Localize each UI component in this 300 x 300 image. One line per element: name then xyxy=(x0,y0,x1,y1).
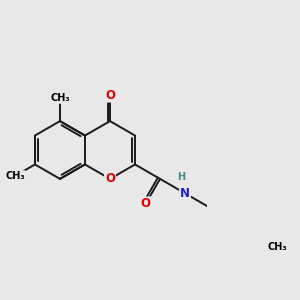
Text: CH₃: CH₃ xyxy=(50,93,70,103)
Text: H: H xyxy=(177,172,185,182)
Text: N: N xyxy=(180,187,190,200)
Text: CH₃: CH₃ xyxy=(268,242,287,252)
Text: O: O xyxy=(105,172,115,185)
Text: CH₃: CH₃ xyxy=(5,171,25,181)
Text: O: O xyxy=(105,88,115,102)
Text: O: O xyxy=(141,197,151,210)
